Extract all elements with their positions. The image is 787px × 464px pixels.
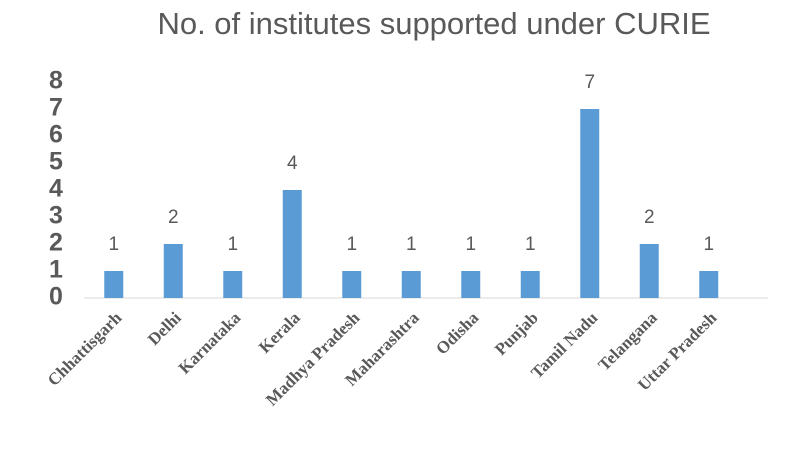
bar <box>699 271 719 298</box>
bar <box>104 271 124 298</box>
data-label: 1 <box>525 234 536 255</box>
data-label: 2 <box>644 207 655 228</box>
y-tick-label: 6 <box>49 121 63 149</box>
data-label: 1 <box>108 234 119 255</box>
y-tick-label: 3 <box>49 202 63 230</box>
y-tick-label: 1 <box>49 256 63 284</box>
bar <box>342 271 362 298</box>
x-tick-label: Punjab <box>491 308 542 359</box>
data-label: 1 <box>346 234 357 255</box>
bar <box>282 190 302 298</box>
bar <box>401 271 421 298</box>
data-label: 1 <box>406 234 417 255</box>
data-label: 1 <box>703 234 714 255</box>
data-label: 1 <box>227 234 238 255</box>
bar <box>163 244 183 298</box>
y-tick-label: 7 <box>49 94 63 122</box>
y-tick-label: 2 <box>49 229 63 257</box>
data-label: 4 <box>287 153 298 174</box>
bar <box>461 271 481 298</box>
x-tick-label: Karnataka <box>175 308 245 378</box>
y-tick-label: 4 <box>49 175 63 203</box>
x-tick-label: Delhi <box>144 308 185 349</box>
x-tick-label: Kerala <box>255 308 304 357</box>
bar <box>223 271 243 298</box>
data-label: 1 <box>465 234 476 255</box>
x-tick-label: Odisha <box>432 308 483 359</box>
chart-title: No. of institutes supported under CURIE <box>157 6 710 41</box>
bar <box>639 244 659 298</box>
y-tick-label: 5 <box>49 148 63 176</box>
x-tick-label: Chhattisgarh <box>44 308 126 390</box>
y-tick-label: 0 <box>49 283 63 311</box>
data-label: 2 <box>168 207 179 228</box>
bar <box>520 271 540 298</box>
bar <box>580 109 600 298</box>
y-tick-label: 8 <box>49 67 63 95</box>
data-label: 7 <box>584 72 595 93</box>
